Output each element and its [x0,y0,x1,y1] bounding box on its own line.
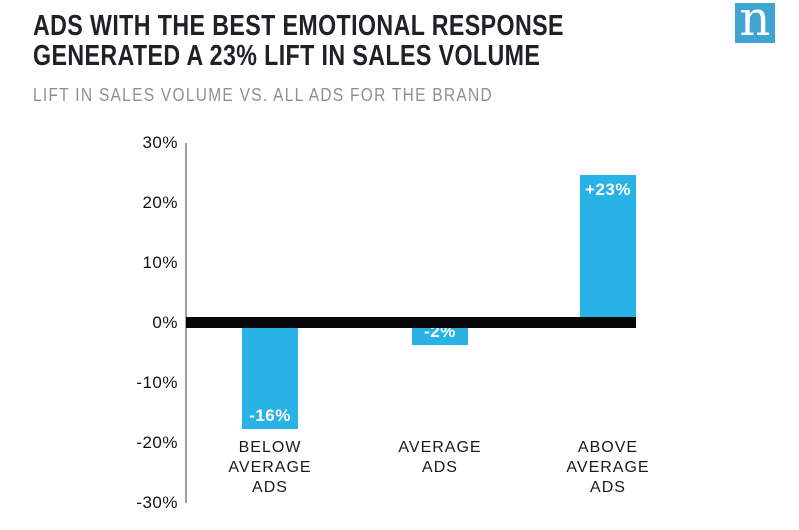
page-subtitle: LIFT IN SALES VOLUME VS. ALL ADS FOR THE… [33,85,493,105]
bar-below-average-ads: -16% [242,323,298,429]
y-axis-tick-label: 10% [142,253,178,272]
page-title: ADS WITH THE BEST EMOTIONAL RESPONSE GEN… [33,11,564,71]
title-line-1: ADS WITH THE BEST EMOTIONAL RESPONSE [33,10,564,42]
category-label-1: BELOW AVERAGE ADS [228,439,312,496]
y-axis-tick-label: 0% [152,313,178,332]
bar-value-label: +23% [585,180,631,199]
zero-baseline [186,317,636,328]
y-axis-tick-label: -20% [136,433,178,452]
category-label-3: ABOVE AVERAGE ADS [566,439,650,496]
title-line-2: GENERATED A 23% LIFT IN SALES VOLUME [33,40,541,72]
bar-above-average-ads: +23% [580,175,636,323]
y-axis-tick-label: -10% [136,373,178,392]
y-axis-tick-label: 20% [142,193,178,212]
y-axis-tick-label: -30% [136,493,178,512]
nielsen-logo: n [735,0,775,43]
bar-value-label: -16% [249,406,291,425]
category-label-2: AVERAGE ADS [398,439,482,476]
y-axis-tick-label: 30% [142,133,178,152]
